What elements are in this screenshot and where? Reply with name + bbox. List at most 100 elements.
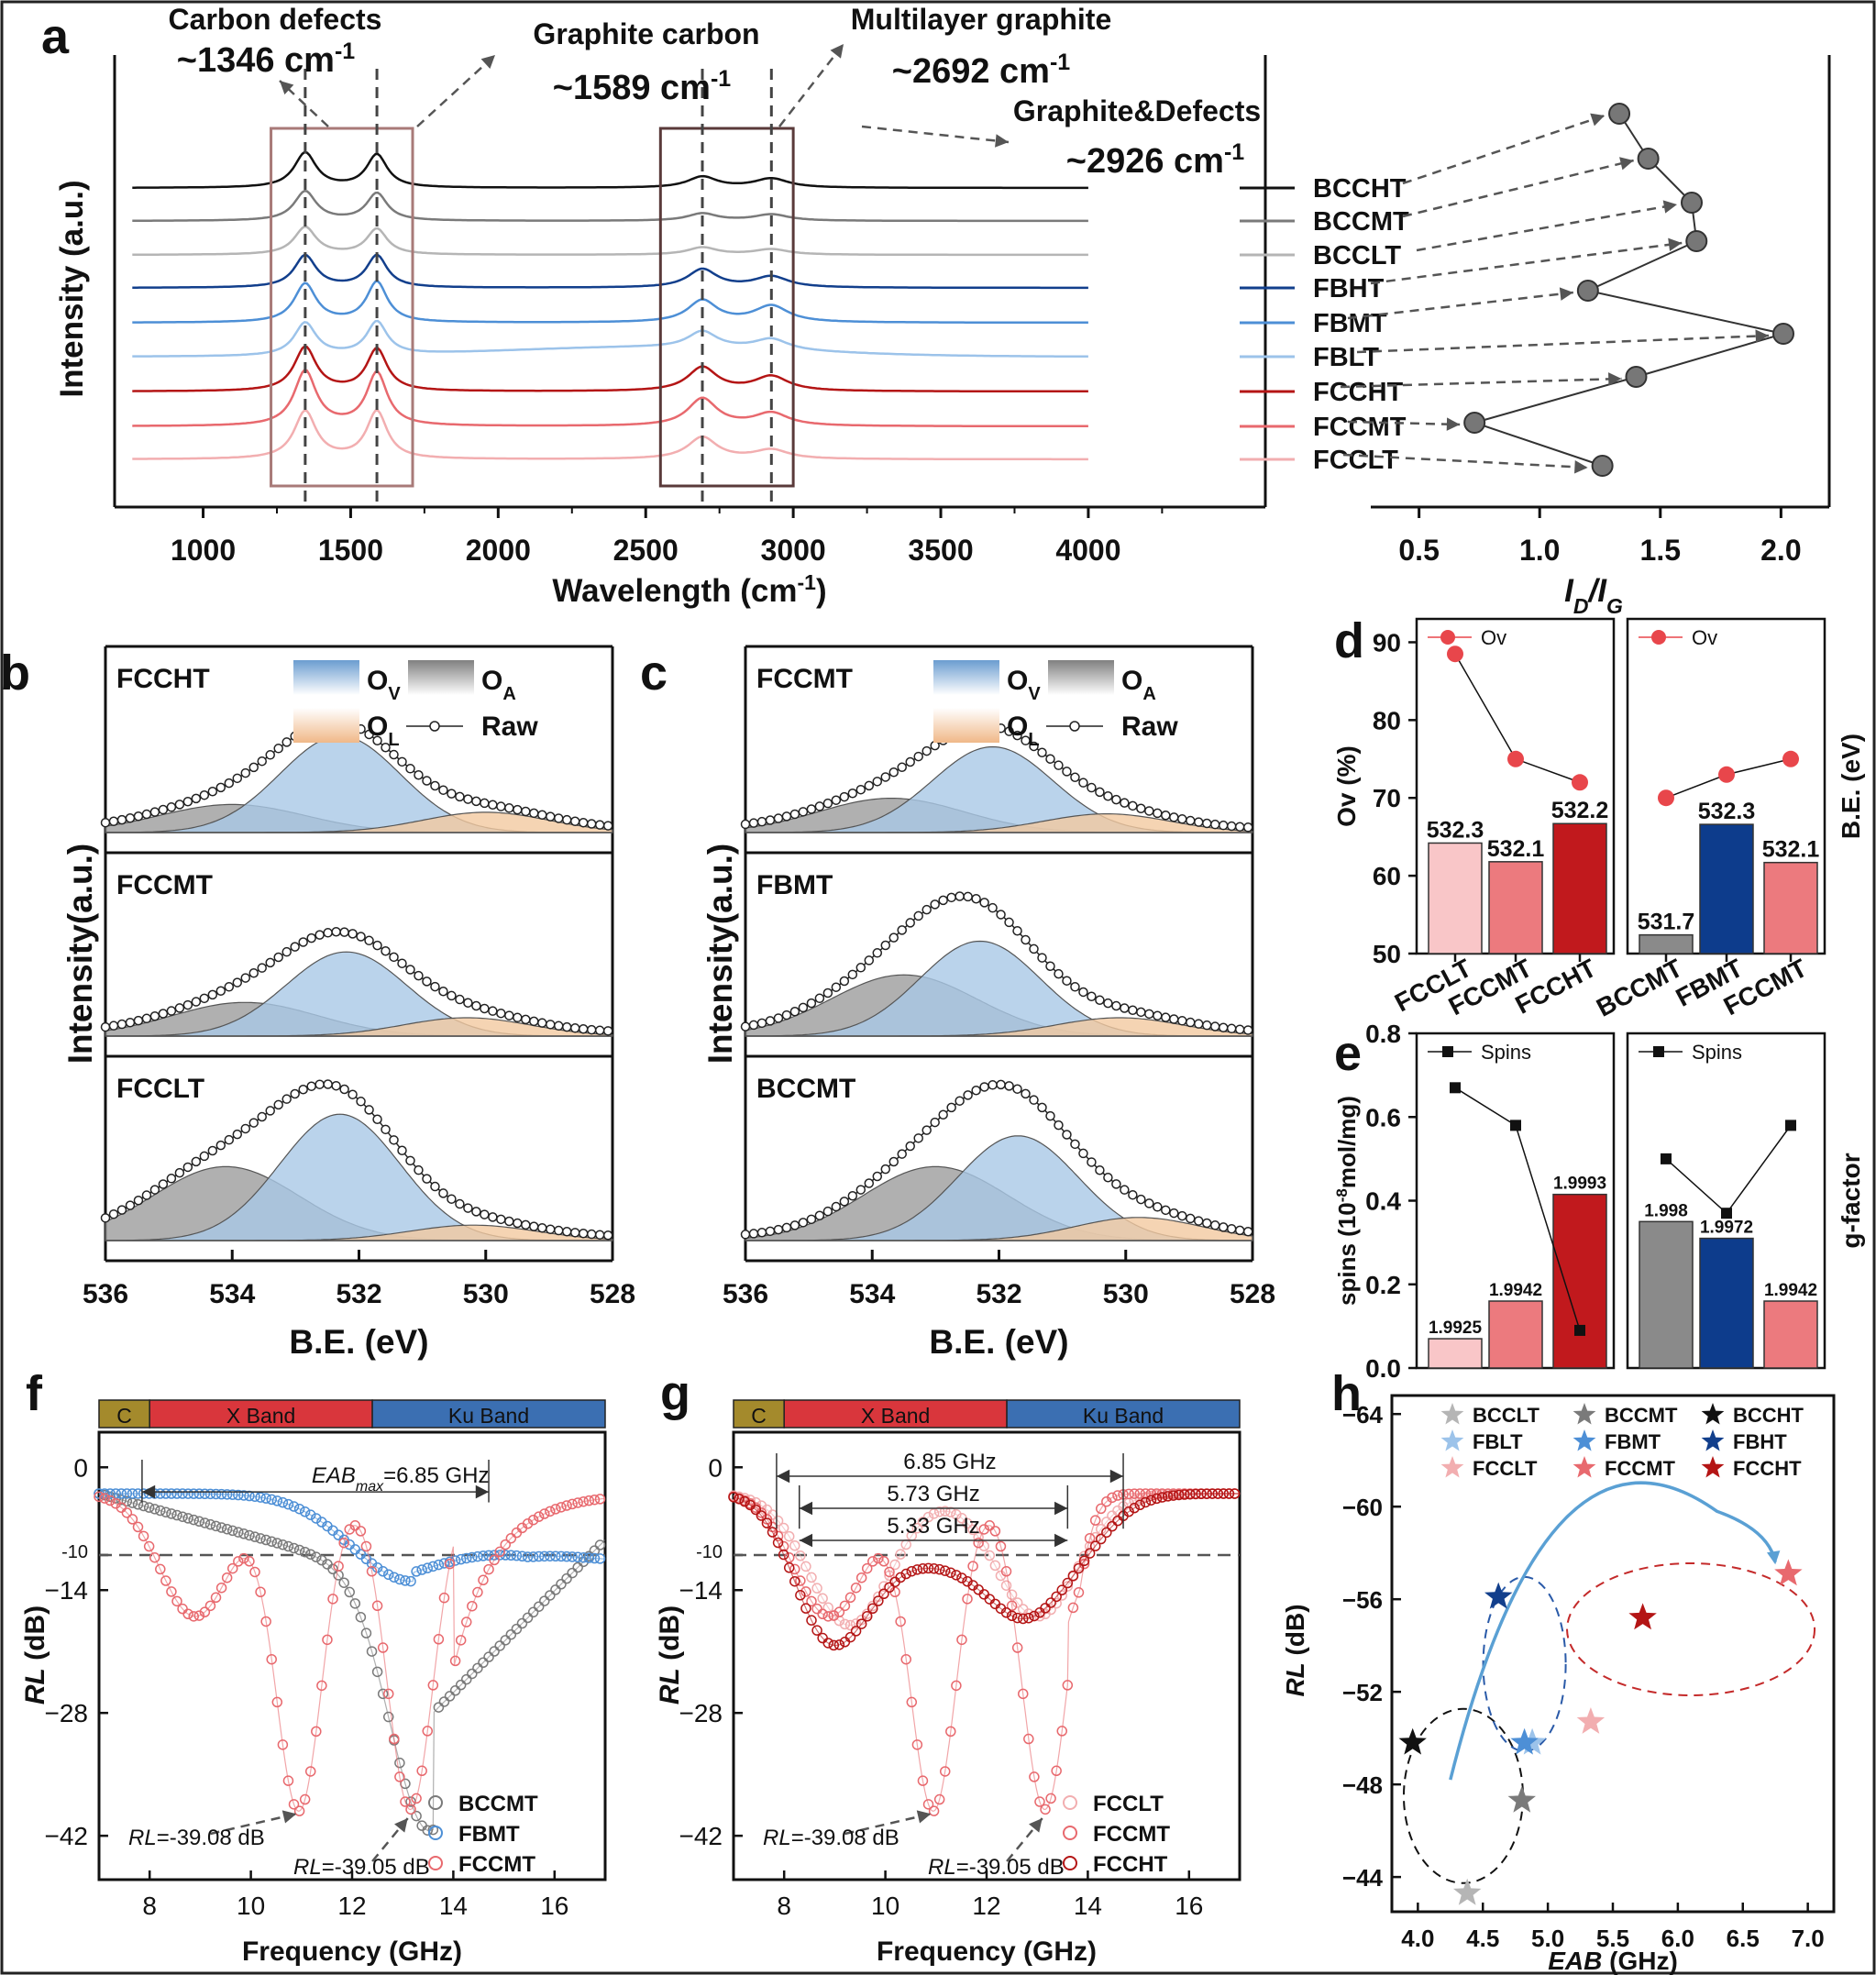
raw-marker [888,1156,899,1167]
rl-marker-FCCHT [739,1495,750,1507]
raw-marker [414,970,424,981]
rl-marker-BCCMT [572,1561,583,1573]
rl-marker-BCCMT [527,1606,539,1618]
xps-x-tick-label: 530 [463,1279,509,1309]
rl-marker-FCCMT [155,1563,166,1575]
rl-marker-FBMT [371,1561,383,1573]
rl-marker-FCCHT [1185,1488,1196,1500]
rl-marker-FCCMT [578,1495,590,1507]
rl-marker-FCCLT [1000,1580,1012,1591]
ratio-arrow-FBLT [1356,334,1770,354]
rl-marker-FCCMT [282,1775,294,1786]
rl-marker-FCCHT [855,1618,867,1629]
raw-marker [1218,1222,1229,1232]
rl-marker-BCCMT [143,1502,155,1513]
raw-marker [125,813,136,823]
rl-marker-FBMT [405,1575,416,1587]
rl-marker-FCCHT [1174,1489,1185,1501]
spins-marker [1450,1082,1461,1094]
rl-marker-FCCHT [1162,1491,1174,1502]
raw-marker [232,1129,243,1140]
raw-marker [594,1230,605,1240]
legend-star-BCCHT [1701,1403,1725,1425]
rl-marker-FCCHT [1062,1577,1074,1589]
rl-marker-FCCHT [1017,1613,1029,1625]
spins-marker [1510,1120,1521,1131]
y2-axis-title: B.E. (eV) [1837,734,1865,839]
raw-marker [389,749,399,760]
rl-marker-FBMT [522,1551,534,1562]
rl-marker-BCCMT [304,1549,316,1560]
rl-marker-FBMT [182,1488,193,1499]
raw-marker [116,1019,127,1030]
raw-marker [798,1218,809,1228]
trend-arrow-head [1766,1550,1781,1565]
raw-marker [1021,934,1031,945]
x-tick-label: 1000 [171,534,236,567]
raw-marker [864,780,875,791]
rl-marker-FCCMT [121,1507,133,1518]
raw-marker [480,798,490,809]
bar-FCCLT [1428,1338,1483,1369]
rl-marker-FBMT [210,1488,222,1500]
raw-marker [814,1210,825,1221]
raw-marker [381,1124,391,1135]
raw-marker [1242,822,1253,833]
raw-marker [748,818,759,828]
rl-marker-FCCMT [316,1680,327,1692]
rl-marker-FCCMT [956,1634,967,1646]
legend-label-FCCHT: FCCHT [1733,1457,1802,1480]
legend-raw-marker [429,721,440,732]
raw-marker [1209,1021,1220,1032]
legend-label-FBMT: FBMT [458,1822,520,1847]
rl-marker-FBMT [271,1495,283,1506]
rl-marker-FBMT [377,1566,389,1577]
ratio-point-FCCHT [1625,366,1648,388]
bar-FCCMT [1488,1300,1543,1369]
y-tick-label: −64 [1342,1401,1384,1429]
rl-marker-FCCHT [900,1568,911,1580]
raw-marker [455,994,465,1005]
legend-ov-swatch [933,660,999,695]
x-tick-label: 4000 [1055,534,1120,567]
raw-marker [594,1025,605,1036]
legend-star-BCCLT [1440,1403,1464,1425]
xps-x-tick-label: 534 [849,1279,895,1309]
raw-marker [240,973,251,983]
legend-oa-label: OA [481,666,516,704]
rl-marker-FCCMT [377,1642,389,1653]
rl-marker-FCCMT [249,1566,260,1578]
legend-label-BCCHT: BCCHT [1733,1404,1804,1427]
rl-marker-FCCMT [288,1799,300,1810]
raw-marker [897,925,907,935]
eab-arrow-left [141,1484,156,1499]
raw-marker [463,1203,473,1213]
panel-g: g C X Band Ku Band 8 10 12 14 16 0 -10 −14 −28 −42 Fre… [655,1366,1241,1967]
raw-marker [339,1084,349,1095]
arrow-2692-head [830,44,844,59]
rl-marker-FBMT [567,1551,578,1562]
raw-marker [1218,820,1229,831]
raw-marker [224,982,235,992]
raw-marker [529,1016,539,1027]
rl-marker-BCCMT [105,1491,116,1503]
rl-marker-FBMT [533,1550,545,1562]
eab-value-label: 5.73 GHz [887,1482,979,1506]
rl-marker-BCCMT [188,1514,199,1526]
y-tick-label: 0.4 [1365,1187,1401,1216]
rl-marker-FCCMT [545,1506,556,1517]
raw-marker [569,1023,580,1033]
rl-marker-FCCMT [984,1520,996,1531]
raw-marker [1111,794,1121,805]
bar-value-label: 532.3 [1698,799,1756,824]
raw-marker [806,804,817,814]
raw-marker [166,1006,177,1016]
x-tick-label: 6.0 [1661,1925,1694,1952]
rl-marker-FBMT [221,1489,233,1500]
rl-marker-FCCMT [99,1493,110,1504]
annotation-carbon-defects: Carbon defects [169,3,382,36]
eab-value-label: 6.85 GHz [903,1450,996,1474]
arrow-2692 [778,43,844,127]
rl-marker-FCCMT [382,1688,394,1700]
rl-min-label-2: RL=-39.05 dB [293,1855,430,1880]
